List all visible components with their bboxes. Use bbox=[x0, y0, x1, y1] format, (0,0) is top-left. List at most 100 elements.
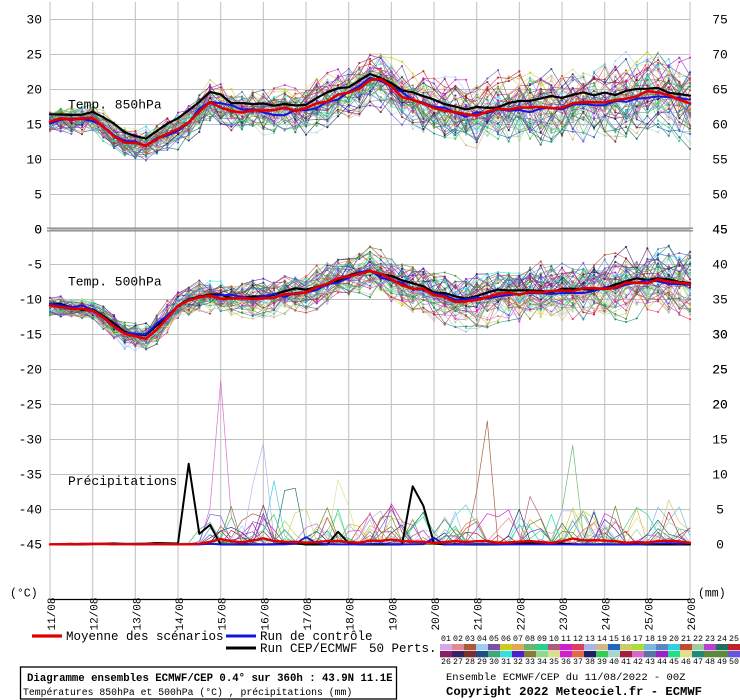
svg-text:75: 75 bbox=[712, 13, 728, 28]
svg-text:30: 30 bbox=[712, 328, 728, 343]
svg-text:Moyenne des scénarios: Moyenne des scénarios bbox=[66, 630, 224, 644]
svg-text:49: 49 bbox=[717, 658, 727, 667]
svg-text:08: 08 bbox=[525, 635, 535, 644]
svg-text:26: 26 bbox=[441, 658, 451, 667]
svg-text:-5: -5 bbox=[26, 258, 42, 273]
svg-text:41: 41 bbox=[621, 658, 631, 667]
svg-text:Temp. 500hPa: Temp. 500hPa bbox=[68, 275, 162, 290]
svg-text:55: 55 bbox=[712, 153, 728, 168]
svg-text:5: 5 bbox=[716, 503, 724, 518]
svg-text:16/08: 16/08 bbox=[260, 598, 272, 631]
svg-text:12: 12 bbox=[573, 635, 583, 644]
svg-text:02: 02 bbox=[453, 635, 463, 644]
svg-text:11/08: 11/08 bbox=[47, 598, 59, 631]
svg-text:26/08: 26/08 bbox=[687, 598, 699, 631]
svg-text:01: 01 bbox=[441, 635, 451, 644]
svg-text:60: 60 bbox=[712, 118, 728, 133]
svg-text:13/08: 13/08 bbox=[132, 598, 144, 631]
svg-text:Températures 850hPa et 500hPa: Températures 850hPa et 500hPa (°C) , pré… bbox=[23, 687, 352, 698]
svg-text:50: 50 bbox=[729, 658, 739, 667]
svg-text:20: 20 bbox=[669, 635, 679, 644]
svg-text:39: 39 bbox=[597, 658, 607, 667]
svg-text:45: 45 bbox=[669, 658, 679, 667]
svg-text:Copyright 2022 Meteociel.fr -: Copyright 2022 Meteociel.fr - ECMWF bbox=[446, 685, 702, 699]
svg-text:24: 24 bbox=[717, 635, 727, 644]
svg-text:14: 14 bbox=[597, 635, 607, 644]
svg-text:-40: -40 bbox=[19, 503, 42, 518]
svg-text:43: 43 bbox=[645, 658, 655, 667]
svg-text:50: 50 bbox=[712, 188, 728, 203]
svg-text:07: 07 bbox=[513, 635, 523, 644]
svg-text:-25: -25 bbox=[19, 398, 42, 413]
svg-text:20/08: 20/08 bbox=[431, 598, 443, 631]
svg-text:Précipitations: Précipitations bbox=[68, 474, 177, 489]
svg-text:15: 15 bbox=[712, 433, 728, 448]
svg-text:34: 34 bbox=[537, 658, 547, 667]
svg-text:10: 10 bbox=[26, 153, 42, 168]
svg-text:13: 13 bbox=[585, 635, 595, 644]
svg-text:36: 36 bbox=[561, 658, 571, 667]
svg-text:10: 10 bbox=[549, 635, 559, 644]
svg-text:50 Perts.: 50 Perts. bbox=[369, 642, 437, 656]
svg-text:0: 0 bbox=[716, 538, 724, 553]
svg-text:17: 17 bbox=[633, 635, 643, 644]
svg-text:04: 04 bbox=[477, 635, 487, 644]
svg-text:18: 18 bbox=[645, 635, 655, 644]
svg-text:30: 30 bbox=[489, 658, 499, 667]
svg-text:70: 70 bbox=[712, 48, 728, 63]
svg-text:(°C): (°C) bbox=[10, 588, 38, 601]
svg-text:03: 03 bbox=[465, 635, 475, 644]
svg-text:28: 28 bbox=[465, 658, 475, 667]
svg-text:17/08: 17/08 bbox=[303, 598, 315, 631]
svg-text:25/08: 25/08 bbox=[644, 598, 656, 631]
svg-text:25: 25 bbox=[729, 635, 739, 644]
svg-text:22: 22 bbox=[693, 635, 703, 644]
svg-text:47: 47 bbox=[693, 658, 703, 667]
svg-text:Diagramme ensembles ECMWF/CEP: Diagramme ensembles ECMWF/CEP 0.4° sur 3… bbox=[27, 673, 393, 685]
svg-text:-35: -35 bbox=[19, 468, 42, 483]
svg-text:25: 25 bbox=[712, 363, 728, 378]
svg-text:Run CEP/ECMWF: Run CEP/ECMWF bbox=[260, 642, 358, 656]
svg-text:10: 10 bbox=[712, 468, 728, 483]
svg-text:09: 09 bbox=[537, 635, 547, 644]
svg-text:35: 35 bbox=[712, 293, 728, 308]
svg-text:38: 38 bbox=[585, 658, 595, 667]
svg-text:46: 46 bbox=[681, 658, 691, 667]
svg-text:42: 42 bbox=[633, 658, 643, 667]
svg-text:65: 65 bbox=[712, 83, 728, 98]
svg-text:05: 05 bbox=[489, 635, 499, 644]
svg-text:0: 0 bbox=[34, 223, 42, 238]
svg-text:22/08: 22/08 bbox=[516, 598, 528, 631]
svg-text:33: 33 bbox=[525, 658, 535, 667]
svg-text:19: 19 bbox=[657, 635, 667, 644]
svg-text:15: 15 bbox=[609, 635, 619, 644]
svg-text:20: 20 bbox=[712, 398, 728, 413]
svg-text:14/08: 14/08 bbox=[175, 598, 187, 631]
svg-text:40: 40 bbox=[712, 258, 728, 273]
svg-text:35: 35 bbox=[549, 658, 559, 667]
svg-text:06: 06 bbox=[501, 635, 511, 644]
svg-text:21/08: 21/08 bbox=[474, 598, 486, 631]
svg-text:21: 21 bbox=[681, 635, 691, 644]
svg-text:24/08: 24/08 bbox=[602, 598, 614, 631]
svg-text:23/08: 23/08 bbox=[559, 598, 571, 631]
svg-text:45: 45 bbox=[712, 223, 728, 238]
svg-text:-30: -30 bbox=[19, 433, 42, 448]
svg-text:-10: -10 bbox=[19, 293, 42, 308]
svg-text:5: 5 bbox=[34, 188, 42, 203]
svg-text:27: 27 bbox=[453, 658, 463, 667]
svg-text:32: 32 bbox=[513, 658, 523, 667]
svg-text:16: 16 bbox=[621, 635, 631, 644]
svg-text:-15: -15 bbox=[19, 328, 42, 343]
svg-text:19/08: 19/08 bbox=[388, 598, 400, 631]
svg-text:48: 48 bbox=[705, 658, 715, 667]
svg-text:44: 44 bbox=[657, 658, 667, 667]
svg-text:15/08: 15/08 bbox=[218, 598, 230, 631]
svg-text:23: 23 bbox=[705, 635, 715, 644]
svg-text:18/08: 18/08 bbox=[346, 598, 358, 631]
svg-text:20: 20 bbox=[26, 83, 42, 98]
svg-text:40: 40 bbox=[609, 658, 619, 667]
svg-text:Temp. 850hPa: Temp. 850hPa bbox=[68, 97, 162, 112]
svg-text:-45: -45 bbox=[19, 538, 42, 553]
svg-text:11: 11 bbox=[561, 635, 571, 644]
